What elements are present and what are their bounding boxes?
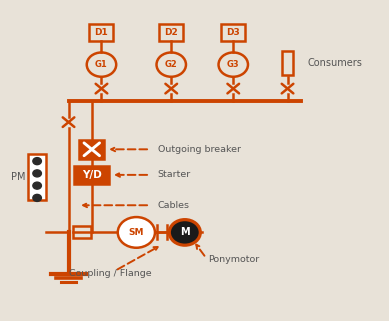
Bar [282,51,293,75]
Circle shape [118,217,155,248]
Text: Starter: Starter [158,170,191,179]
Circle shape [33,170,41,177]
Circle shape [33,182,41,189]
Bar [74,226,91,239]
Text: G1: G1 [95,60,108,69]
Text: Cables: Cables [158,201,190,210]
Circle shape [33,195,41,201]
Text: Consumers: Consumers [308,58,363,68]
Text: D3: D3 [226,28,240,37]
Text: Coupling / Flange: Coupling / Flange [68,269,151,278]
Text: PM: PM [11,172,25,182]
Bar [89,24,114,41]
Bar [159,24,183,41]
Text: G3: G3 [227,60,240,69]
Text: Outgoing breaker: Outgoing breaker [158,145,241,154]
Circle shape [33,158,41,165]
Circle shape [169,220,200,245]
Text: M: M [180,227,189,238]
Bar [221,24,245,41]
Text: SM: SM [129,228,144,237]
Bar [79,140,104,159]
Text: Ponymotor: Ponymotor [208,255,259,264]
Bar [28,154,46,200]
Text: D1: D1 [95,28,109,37]
Text: Y/D: Y/D [82,170,102,180]
Text: G2: G2 [165,60,178,69]
Bar [74,166,109,184]
Text: D2: D2 [165,28,178,37]
